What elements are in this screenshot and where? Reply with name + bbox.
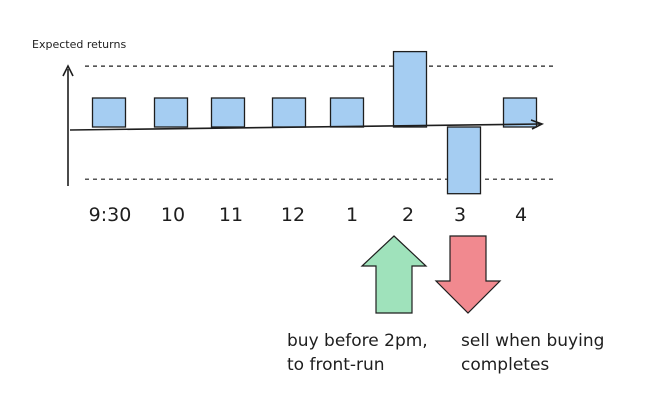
x-tick-label: 10 — [161, 204, 185, 226]
x-axis — [69, 123, 541, 131]
reference-lines — [85, 65, 553, 180]
bar-11 — [210, 97, 246, 128]
x-tick-labels: 9:30 10 11 12 1 2 3 4 — [89, 204, 527, 226]
sell-arrow-icon — [434, 235, 502, 314]
bar-2 — [392, 50, 428, 128]
buy-arrow-icon — [360, 235, 428, 314]
bar-12 — [271, 97, 307, 128]
buy-annotation: buy before 2pm, to front-run — [287, 331, 428, 375]
x-tick-label: 4 — [515, 204, 527, 226]
bar-930 — [91, 97, 127, 128]
bars — [91, 50, 538, 195]
sell-annotation-line-1: sell when buying — [461, 331, 604, 351]
trade-arrows — [360, 235, 502, 314]
bar-3 — [446, 126, 482, 195]
bar-10 — [153, 97, 189, 128]
y-axis-label: Expected returns — [32, 38, 126, 51]
x-tick-label: 9:30 — [89, 204, 132, 226]
x-tick-label: 1 — [346, 204, 358, 226]
axes — [62, 64, 545, 186]
bar-4 — [502, 97, 538, 128]
x-tick-label: 12 — [281, 204, 305, 226]
y-axis-arrowhead — [62, 64, 74, 77]
x-tick-label: 11 — [219, 204, 243, 226]
x-tick-label: 3 — [454, 204, 466, 226]
x-tick-label: 2 — [402, 204, 414, 226]
buy-annotation-line-2: to front-run — [287, 355, 385, 375]
buy-annotation-line-1: buy before 2pm, — [287, 331, 428, 351]
x-axis-arrowhead — [530, 119, 545, 130]
sell-annotation-line-2: completes — [461, 355, 549, 375]
bar-1 — [329, 97, 365, 128]
sell-annotation: sell when buying completes — [461, 331, 604, 375]
